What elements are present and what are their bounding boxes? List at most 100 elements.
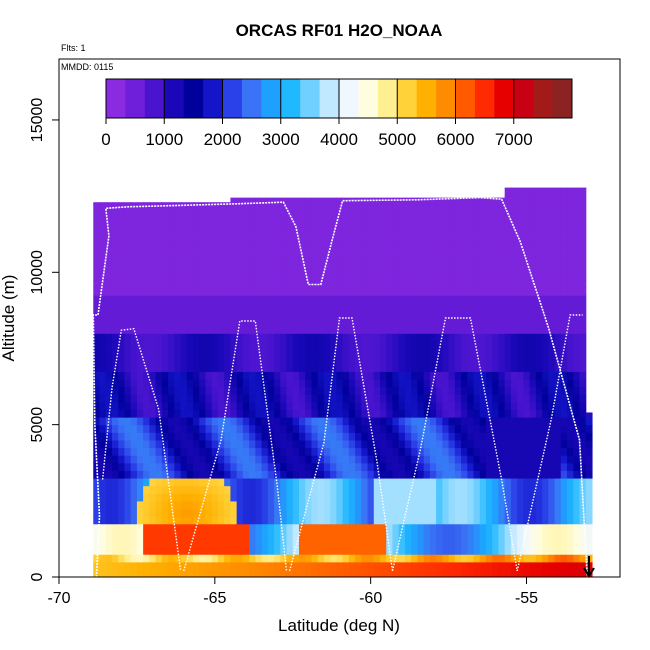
heatmap-cell — [567, 279, 574, 289]
heatmap-cell — [342, 477, 350, 487]
heatmap-cell — [336, 424, 344, 433]
heatmap-cell — [504, 295, 512, 304]
heatmap-cell — [417, 310, 425, 319]
heatmap-cell — [93, 485, 101, 494]
heatmap-cell — [473, 439, 481, 449]
heatmap-cell — [498, 295, 506, 304]
heatmap-cell — [155, 417, 163, 426]
heatmap-cell — [280, 401, 288, 411]
heatmap-cell — [193, 203, 200, 212]
heatmap-cell — [423, 234, 431, 243]
heatmap-cell — [510, 287, 518, 296]
heatmap-cell — [579, 386, 587, 395]
heatmap-cell — [330, 485, 337, 494]
heatmap-cell — [436, 516, 443, 525]
heatmap-cell — [373, 310, 381, 319]
heatmap-cell — [161, 554, 169, 563]
heatmap-cell — [423, 470, 431, 479]
heatmap-cell — [380, 493, 387, 502]
heatmap-cell — [130, 378, 138, 388]
heatmap-cell — [448, 302, 456, 311]
heatmap-cell — [105, 508, 113, 517]
heatmap-cell — [467, 325, 475, 334]
heatmap-cell — [523, 470, 531, 479]
heatmap-cell — [224, 523, 232, 532]
heatmap-cell — [436, 455, 443, 464]
heatmap-cell — [180, 302, 188, 311]
heatmap-cell — [217, 202, 225, 205]
heatmap-cell — [211, 417, 219, 426]
heatmap-cell — [199, 485, 207, 494]
heatmap-cell — [355, 546, 362, 555]
heatmap-cell — [529, 318, 537, 327]
heatmap-cell — [542, 447, 549, 456]
heatmap-cell — [236, 241, 244, 251]
heatmap-cell — [93, 249, 101, 258]
heatmap-cell — [386, 348, 394, 357]
heatmap-cell — [573, 447, 581, 456]
heatmap-cell — [373, 447, 381, 456]
heatmap-cell — [380, 531, 387, 540]
heatmap-cell — [510, 363, 518, 372]
heatmap-cell — [510, 226, 518, 235]
heatmap-cell — [429, 272, 437, 281]
heatmap-cell — [485, 424, 493, 433]
heatmap-cell — [392, 310, 400, 319]
heatmap-cell — [542, 363, 549, 372]
heatmap-cell — [230, 516, 238, 525]
heatmap-cell — [342, 508, 350, 517]
heatmap-cell — [417, 485, 425, 494]
heatmap-cell — [336, 295, 344, 304]
heatmap-cell — [149, 202, 157, 205]
heatmap-cell — [411, 386, 419, 395]
heatmap-cell — [404, 546, 412, 555]
heatmap-cell — [205, 386, 213, 395]
heatmap-cell — [485, 211, 493, 220]
colorbar-tick-label: 2000 — [204, 130, 242, 149]
heatmap-cell — [442, 386, 450, 395]
heatmap-cell — [535, 455, 543, 464]
heatmap-cell — [510, 447, 518, 456]
heatmap-cell — [330, 432, 337, 441]
heatmap-cell — [386, 318, 394, 327]
heatmap-cell — [454, 394, 462, 403]
heatmap-cell — [448, 462, 456, 471]
heatmap-cell — [386, 432, 394, 441]
heatmap-cell — [143, 302, 150, 311]
heatmap-cell — [323, 226, 331, 235]
heatmap-cell — [492, 197, 500, 205]
heatmap-cell — [280, 569, 288, 577]
heatmap-cell — [348, 424, 356, 433]
heatmap-cell — [448, 318, 456, 327]
heatmap-cell — [467, 417, 475, 426]
heatmap-cell — [118, 561, 126, 570]
heatmap-cell — [442, 455, 450, 464]
heatmap-cell — [367, 257, 375, 266]
heatmap-cell — [193, 538, 200, 548]
heatmap-cell — [168, 333, 175, 342]
heatmap-cell — [461, 234, 468, 243]
heatmap-cell — [411, 234, 419, 243]
heatmap-cell — [193, 257, 200, 266]
heatmap-cell — [529, 241, 537, 251]
heatmap-cell — [573, 211, 581, 220]
heatmap-cell — [380, 203, 387, 212]
heatmap-cell — [436, 531, 443, 540]
heatmap-cell — [93, 318, 101, 327]
heatmap-cell — [542, 401, 549, 411]
heatmap-cell — [479, 333, 487, 342]
heatmap-cell — [249, 508, 256, 517]
heatmap-cell — [111, 340, 119, 350]
heatmap-cell — [261, 279, 269, 289]
heatmap-cell — [442, 310, 450, 319]
heatmap-cell — [249, 439, 256, 449]
heatmap-cell — [504, 348, 512, 357]
heatmap-cell — [498, 279, 506, 289]
heatmap-cell — [348, 516, 356, 525]
heatmap-cell — [242, 348, 250, 357]
heatmap-cell — [361, 203, 369, 212]
heatmap-cell — [199, 477, 207, 487]
heatmap-cell — [242, 264, 250, 273]
heatmap-cell — [380, 218, 387, 228]
heatmap-cell — [560, 378, 568, 388]
